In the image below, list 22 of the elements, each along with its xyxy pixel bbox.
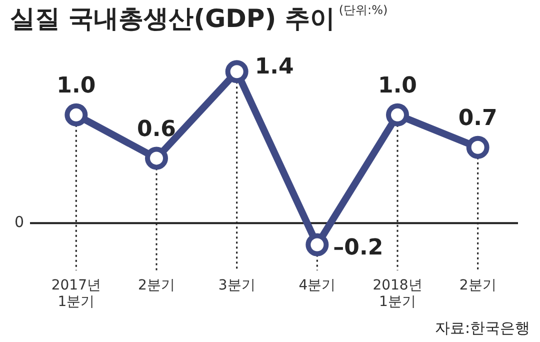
x-tick-label: 3분기 — [218, 277, 256, 294]
x-tick-label: 2분기 — [459, 277, 496, 294]
data-label: 0.6 — [137, 116, 176, 142]
chart-subtitle: (단위:%) — [338, 3, 388, 17]
data-label: 1.0 — [378, 74, 417, 99]
data-label: 0.7 — [458, 106, 498, 132]
x-tick-label: 4분기 — [298, 277, 336, 294]
point — [64, 103, 88, 126]
point — [386, 103, 409, 126]
x-tick-label: 2017년 1분기 — [51, 277, 101, 310]
chart-title: 실질 국내총생산(GDP) 추이 — [10, 4, 335, 33]
x-tick-label: 2018년 1분기 — [372, 277, 422, 310]
ref-line-label: 0 — [14, 213, 24, 232]
x-tick-label: 2분기 — [138, 277, 175, 294]
data-label: 1.4 — [254, 54, 294, 80]
data-label: –0.2 — [333, 235, 384, 260]
point — [466, 136, 490, 159]
data-label: 1.0 — [56, 74, 96, 99]
text: 자료:한국은행 — [434, 319, 530, 338]
point — [225, 60, 248, 84]
point — [306, 233, 329, 256]
point — [145, 146, 168, 170]
